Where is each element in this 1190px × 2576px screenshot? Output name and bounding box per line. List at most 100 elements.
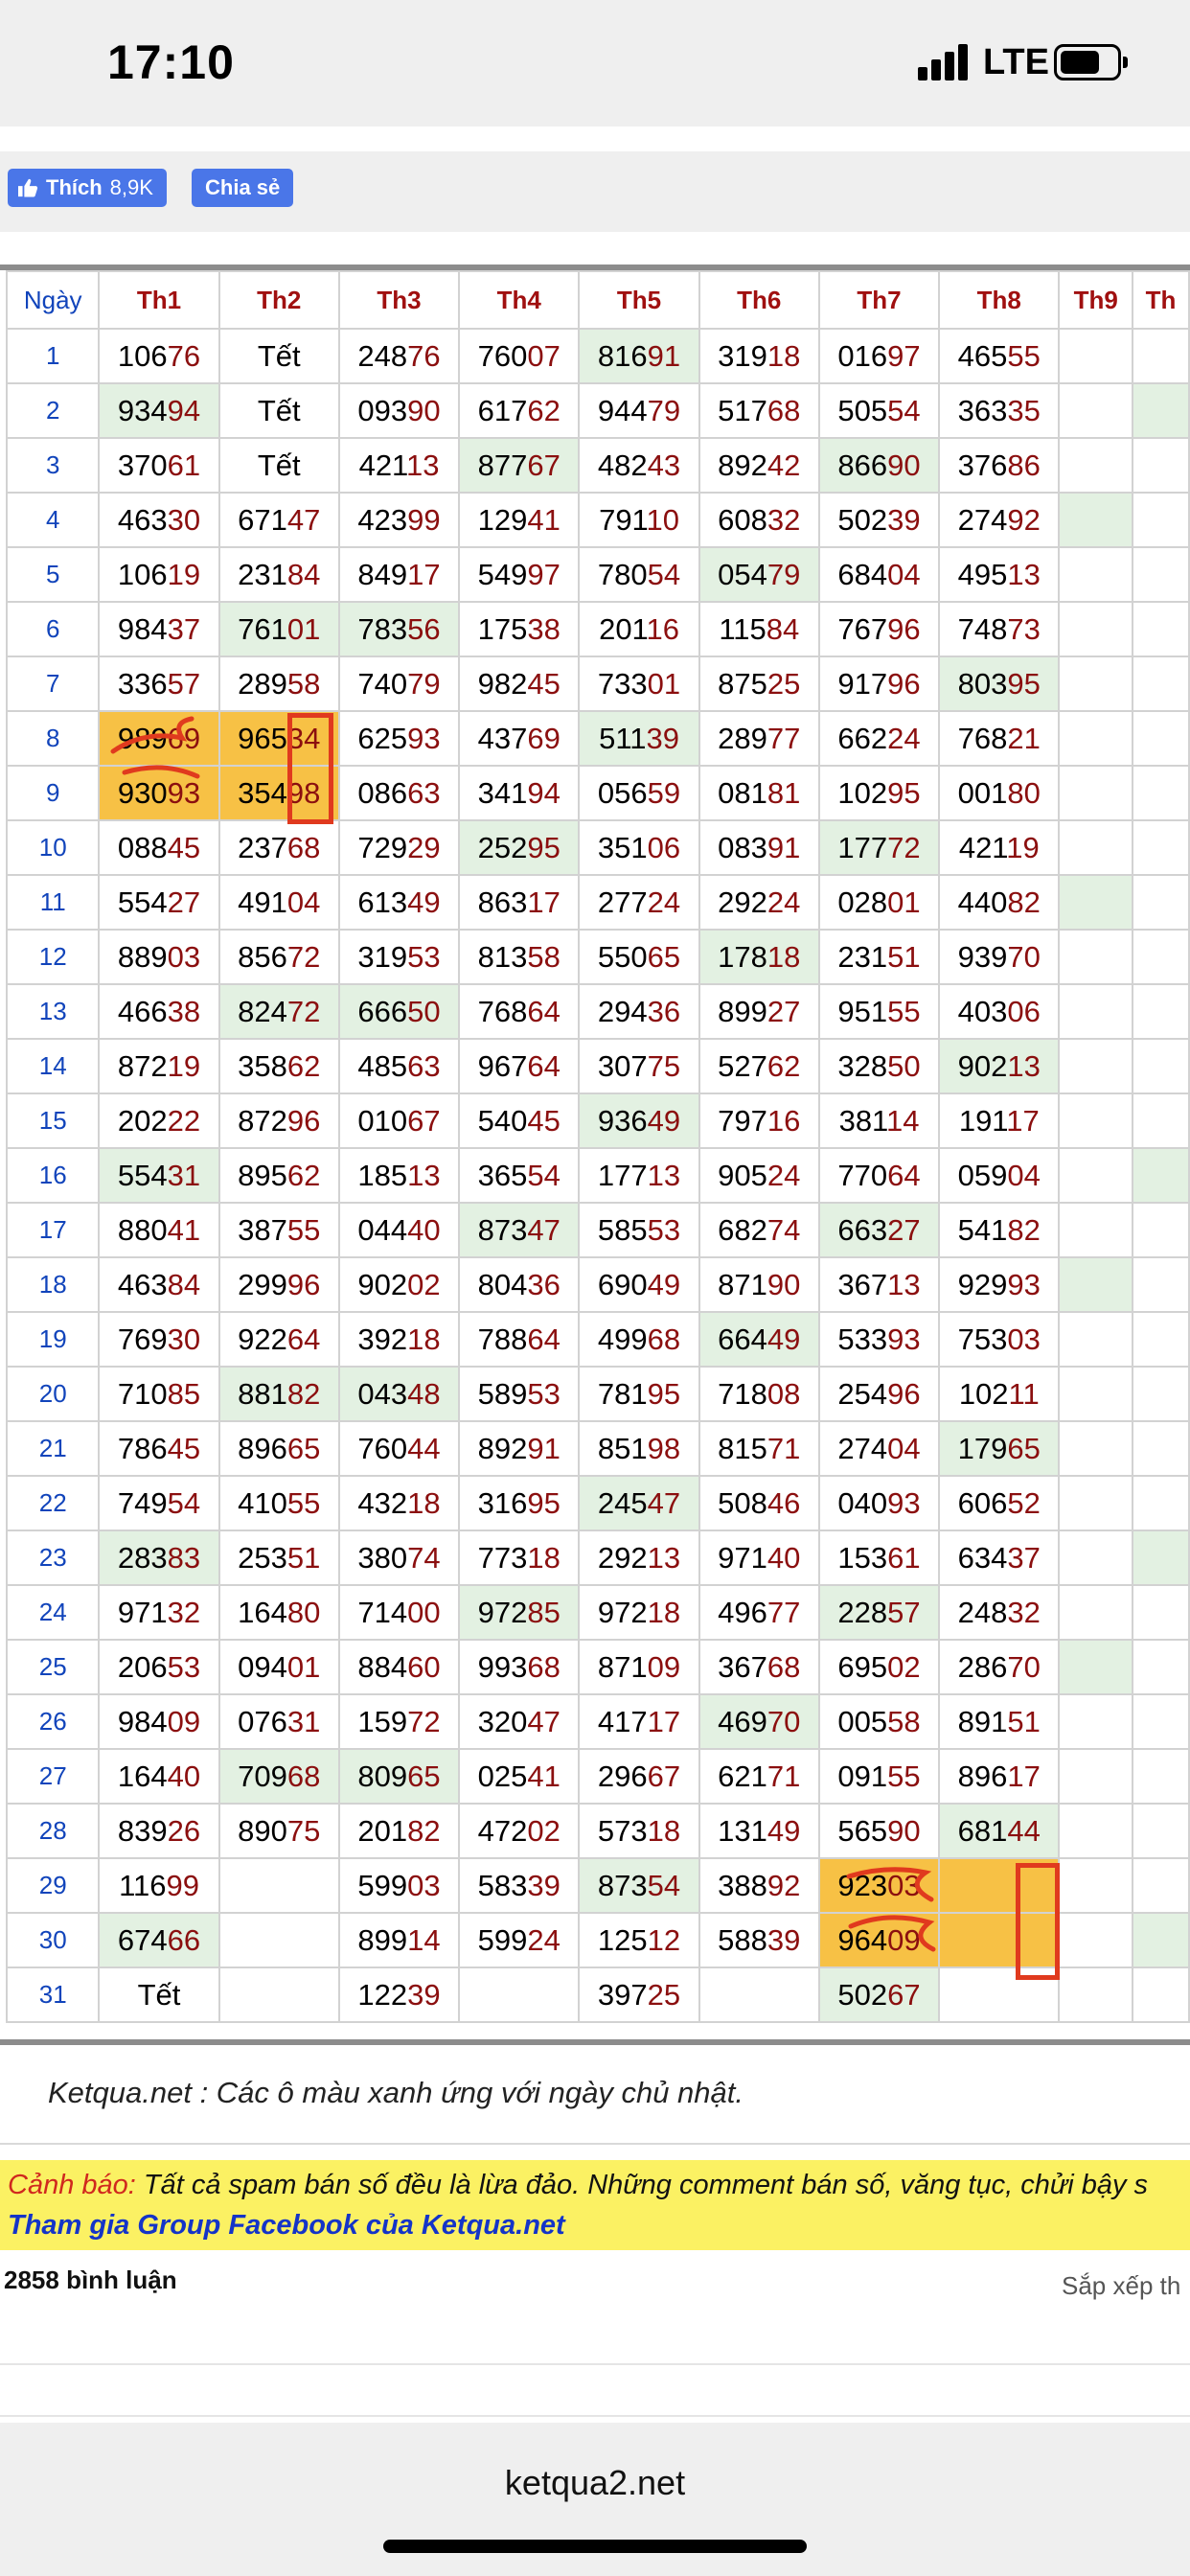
result-tail-digits: 16 [767,1103,801,1138]
result-tail-digits: 46 [767,1485,801,1520]
result-cell: 90524 [698,1147,820,1204]
result-tail-digits: 70 [767,1704,801,1738]
result-cell: 11584 [698,601,820,657]
result-cell: 04440 [337,1202,461,1258]
result-tail-digits: 84 [766,611,800,646]
result-cell [1058,1748,1134,1805]
result-head-digits: 511 [599,721,647,755]
result-cell: 09390 [337,382,461,439]
result-cell: 89151 [938,1693,1061,1750]
result-cell: 97132 [98,1584,220,1641]
result-cell: 89914 [337,1912,461,1968]
result-head-digits: 206 [117,1649,168,1684]
result-head-digits: 358 [238,1048,287,1083]
column-header-th9: Th9 [1058,270,1134,330]
result-cell [1058,1202,1134,1258]
sort-dropdown[interactable]: Sắp xếp th [1062,2271,1181,2300]
facebook-like-button[interactable]: Thích 8,9K [8,169,167,207]
result-cell: 20116 [578,601,700,657]
warning-text-line: Cảnh báo: Tất cả spam bán số đều là lừa … [8,2170,1148,2201]
result-head-digits: 463 [117,502,168,537]
result-head-digits: 872 [238,1103,287,1138]
result-head-digits: 044 [357,1212,408,1247]
home-indicator[interactable] [383,2540,807,2553]
result-cell: 55065 [578,929,700,985]
result-cell: 88041 [98,1202,220,1258]
result-tail-digits: 63 [407,1048,441,1083]
result-tail-digits: 13 [407,1158,441,1192]
result-head-digits: 875 [718,666,767,701]
result-cell: 99368 [458,1639,581,1695]
result-head-digits: 159 [357,1704,408,1738]
comments-count: 2858 bình luận [4,2266,177,2294]
facebook-share-button[interactable]: Chia sẻ [192,169,294,207]
table-row: 27 16440 70968 80965 02541 29667 62171 09155 896… [5,1748,1190,1805]
result-tail-digits: 41 [527,502,561,537]
result-cell: 50554 [817,382,941,439]
result-cell: 01067 [337,1092,461,1149]
day-cell: 31 [5,1966,101,2023]
result-head-digits: 177 [837,830,888,864]
result-tail-digits: 25 [647,1977,681,2012]
column-header-th4: Th4 [458,270,581,330]
result-head-digits: 381 [838,1103,886,1138]
result-head-digits: 307 [597,1048,648,1083]
result-tail-digits: 52 [1007,1485,1041,1520]
result-cell: 51139 [578,710,700,767]
result-cell: 54182 [938,1202,1061,1258]
result-head-digits: 690 [597,1267,648,1301]
result-head-digits: 899 [357,1922,408,1957]
result-cell [1058,1584,1134,1641]
result-head-digits: 316 [477,1485,528,1520]
result-tail-digits: 49 [647,1103,681,1138]
result-cell: 07631 [217,1693,340,1750]
result-tail-digits: 54 [647,557,681,591]
address-bar[interactable]: ketqua2.net [504,2463,686,2502]
result-tail-digits: 96 [887,666,921,701]
day-cell: 3 [5,437,101,494]
result-tail-digits: 42 [767,448,801,482]
result-cell [1132,710,1190,767]
result-cell: 63437 [938,1530,1061,1586]
result-head-digits: 895 [238,1158,287,1192]
result-cell: 81571 [698,1420,820,1477]
result-cell: 25351 [217,1530,340,1586]
table-row: 12 88903 85672 31953 81358 55065 17818 23151 939… [5,929,1190,985]
result-tail-digits: 01 [286,1649,321,1684]
result-head-digits: 606 [957,1485,1008,1520]
result-cell: 25295 [458,819,581,876]
result-cell [1132,1366,1190,1422]
result-tail-digits: 32 [1007,1595,1041,1629]
result-tail-digits: 68 [767,1649,801,1684]
result-cell: 44082 [938,874,1061,931]
result-tail-digits: 18 [407,1485,441,1520]
result-head-digits: 093 [357,393,408,427]
result-cell: 66327 [817,1202,941,1258]
result-cell: 23184 [217,546,340,603]
result-tail-digits: 77 [767,1595,801,1629]
thumbs-up-icon [18,178,38,197]
result-cell [1058,1420,1134,1477]
result-cell: 22857 [817,1584,941,1641]
facebook-group-link[interactable]: Tham gia Group Facebook của Ketqua.net [8,2210,565,2241]
result-tail-digits: 95 [527,830,561,864]
result-cell: 73301 [578,656,700,712]
red-mark-scribble-row29 [846,1867,936,1952]
result-cell: 66224 [817,710,941,767]
result-tail-digits: 96 [887,611,921,646]
result-cell [1058,1803,1134,1859]
result-head-digits: 565 [837,1813,888,1848]
divider [0,2363,1190,2365]
day-cell: 13 [5,983,101,1040]
result-head-digits: 761 [238,611,287,646]
result-head-digits: 982 [477,666,528,701]
result-head-digits: 102 [837,775,888,810]
result-cell: 29213 [578,1530,700,1586]
result-head-digits: 967 [477,1048,528,1083]
table-row: 6 98437 76101 78356 17538 20116 11584 76796 7487… [5,601,1190,657]
result-head-digits: 617 [477,393,528,427]
result-tail-digits: 97 [527,557,561,591]
result-head-digits: 129 [477,502,528,537]
result-cell: 31695 [458,1475,581,1531]
result-head-digits: 491 [238,885,287,919]
